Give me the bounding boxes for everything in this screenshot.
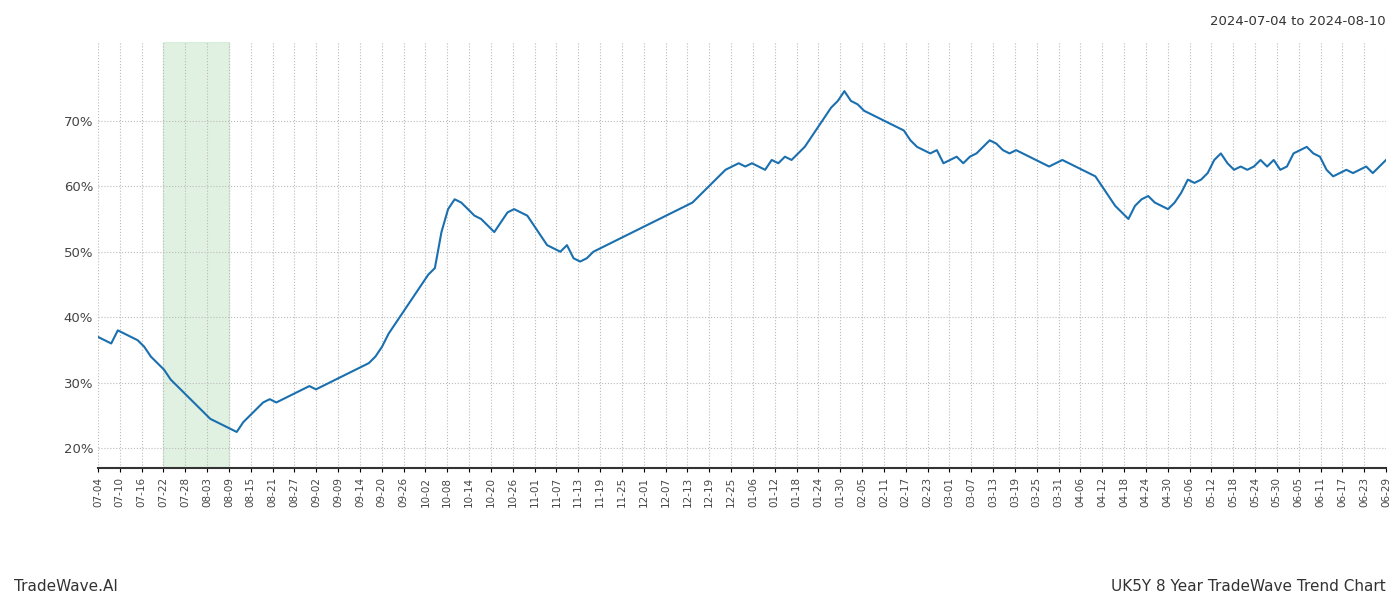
Text: TradeWave.AI: TradeWave.AI [14, 579, 118, 594]
Bar [164, 42, 230, 468]
Text: UK5Y 8 Year TradeWave Trend Chart: UK5Y 8 Year TradeWave Trend Chart [1112, 579, 1386, 594]
Text: 2024-07-04 to 2024-08-10: 2024-07-04 to 2024-08-10 [1211, 15, 1386, 28]
